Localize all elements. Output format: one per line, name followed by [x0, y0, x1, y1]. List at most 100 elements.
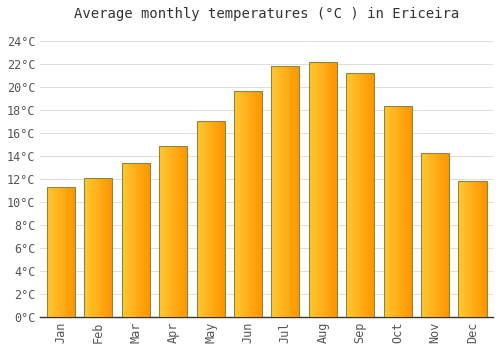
- Bar: [222, 121, 223, 317]
- Bar: [346, 73, 347, 317]
- Bar: [329, 62, 330, 317]
- Bar: [99, 177, 100, 317]
- Bar: [272, 66, 299, 317]
- Bar: [185, 146, 186, 317]
- Bar: [170, 146, 171, 317]
- Bar: [159, 146, 160, 317]
- Bar: [314, 62, 315, 317]
- Bar: [322, 62, 323, 317]
- Bar: [106, 177, 108, 317]
- Bar: [220, 121, 221, 317]
- Bar: [133, 163, 134, 317]
- Bar: [159, 146, 187, 317]
- Bar: [480, 181, 481, 317]
- Bar: [327, 62, 328, 317]
- Bar: [288, 66, 289, 317]
- Bar: [395, 106, 396, 317]
- Bar: [437, 153, 438, 317]
- Bar: [101, 177, 102, 317]
- Bar: [438, 153, 440, 317]
- Bar: [214, 121, 215, 317]
- Bar: [432, 153, 433, 317]
- Bar: [468, 181, 469, 317]
- Bar: [361, 73, 362, 317]
- Bar: [89, 177, 90, 317]
- Bar: [66, 187, 67, 317]
- Bar: [384, 106, 411, 317]
- Bar: [234, 91, 262, 317]
- Bar: [448, 153, 449, 317]
- Bar: [216, 121, 217, 317]
- Bar: [104, 177, 106, 317]
- Bar: [146, 163, 147, 317]
- Bar: [200, 121, 202, 317]
- Bar: [291, 66, 292, 317]
- Bar: [178, 146, 180, 317]
- Bar: [431, 153, 432, 317]
- Bar: [410, 106, 411, 317]
- Bar: [186, 146, 187, 317]
- Bar: [473, 181, 474, 317]
- Bar: [326, 62, 327, 317]
- Bar: [142, 163, 144, 317]
- Bar: [244, 91, 245, 317]
- Bar: [242, 91, 243, 317]
- Bar: [387, 106, 388, 317]
- Bar: [175, 146, 176, 317]
- Bar: [67, 187, 68, 317]
- Bar: [126, 163, 128, 317]
- Bar: [465, 181, 466, 317]
- Bar: [280, 66, 281, 317]
- Bar: [284, 66, 286, 317]
- Bar: [396, 106, 397, 317]
- Bar: [485, 181, 486, 317]
- Bar: [363, 73, 364, 317]
- Bar: [348, 73, 349, 317]
- Bar: [74, 187, 75, 317]
- Bar: [386, 106, 387, 317]
- Bar: [359, 73, 360, 317]
- Bar: [109, 177, 110, 317]
- Bar: [52, 187, 53, 317]
- Bar: [100, 177, 101, 317]
- Bar: [223, 121, 224, 317]
- Bar: [122, 163, 150, 317]
- Bar: [469, 181, 470, 317]
- Bar: [309, 62, 337, 317]
- Bar: [90, 177, 92, 317]
- Bar: [458, 181, 459, 317]
- Bar: [73, 187, 74, 317]
- Bar: [272, 66, 273, 317]
- Bar: [70, 187, 72, 317]
- Bar: [258, 91, 259, 317]
- Bar: [368, 73, 370, 317]
- Bar: [196, 121, 197, 317]
- Bar: [447, 153, 448, 317]
- Bar: [168, 146, 169, 317]
- Bar: [472, 181, 473, 317]
- Bar: [275, 66, 276, 317]
- Bar: [95, 177, 96, 317]
- Bar: [169, 146, 170, 317]
- Bar: [252, 91, 253, 317]
- Bar: [424, 153, 425, 317]
- Bar: [176, 146, 178, 317]
- Bar: [365, 73, 366, 317]
- Bar: [218, 121, 219, 317]
- Bar: [362, 73, 363, 317]
- Bar: [102, 177, 103, 317]
- Bar: [287, 66, 288, 317]
- Bar: [205, 121, 206, 317]
- Bar: [248, 91, 250, 317]
- Bar: [210, 121, 212, 317]
- Bar: [221, 121, 222, 317]
- Bar: [103, 177, 104, 317]
- Bar: [123, 163, 124, 317]
- Bar: [197, 121, 198, 317]
- Bar: [433, 153, 434, 317]
- Bar: [174, 146, 175, 317]
- Bar: [245, 91, 246, 317]
- Bar: [282, 66, 284, 317]
- Bar: [316, 62, 317, 317]
- Bar: [411, 106, 412, 317]
